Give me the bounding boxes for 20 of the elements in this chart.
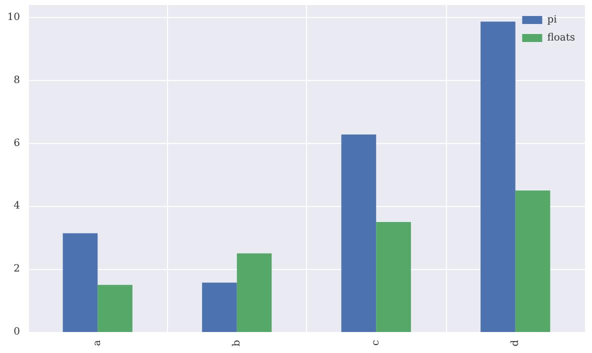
bar bbox=[202, 282, 237, 332]
y-tick-label: 4 bbox=[14, 200, 20, 212]
legend-label: pi bbox=[547, 14, 557, 26]
x-tick-label: a bbox=[92, 340, 104, 346]
x-tick-label: c bbox=[370, 340, 382, 346]
x-tick-label: d bbox=[510, 339, 521, 346]
bar bbox=[341, 134, 376, 332]
y-tick-label: 8 bbox=[14, 74, 20, 86]
y-tick-label: 6 bbox=[14, 138, 20, 149]
bar bbox=[62, 233, 98, 332]
legend-label: floats bbox=[547, 32, 576, 44]
bar bbox=[480, 22, 516, 332]
x-tick-label: b bbox=[231, 340, 242, 346]
y-tick-label: 10 bbox=[7, 12, 20, 24]
bar bbox=[515, 190, 550, 332]
bar bbox=[98, 284, 132, 332]
bar bbox=[376, 222, 411, 332]
bar bbox=[236, 253, 272, 332]
y-tick-label: 0 bbox=[14, 326, 20, 338]
y-tick-label: 2 bbox=[14, 264, 20, 275]
